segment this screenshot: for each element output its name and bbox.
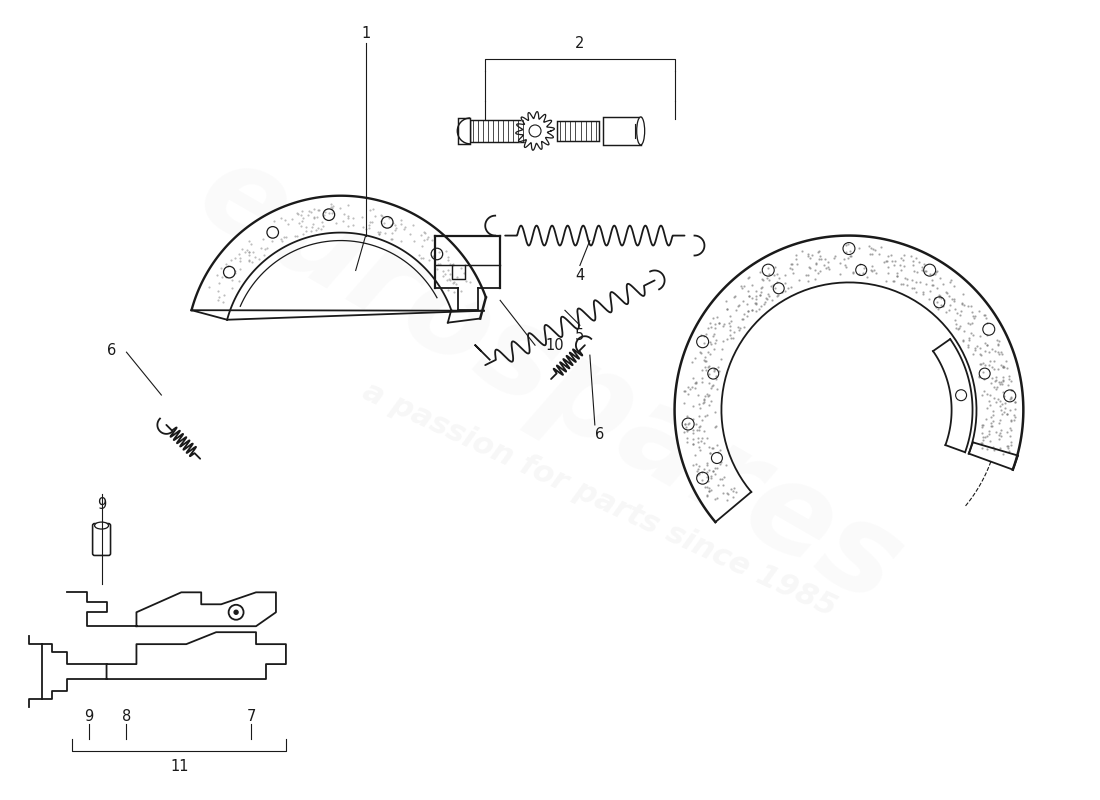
Text: 10: 10	[546, 338, 564, 353]
Polygon shape	[136, 592, 276, 626]
Bar	[635, 124, 640, 138]
Polygon shape	[516, 112, 554, 150]
Bar	[471, 120, 525, 142]
Text: 6: 6	[595, 427, 605, 442]
Circle shape	[234, 610, 238, 614]
Text: 1: 1	[361, 26, 371, 41]
Text: 8: 8	[122, 709, 131, 724]
Polygon shape	[191, 196, 486, 320]
Bar	[603, 117, 640, 145]
Polygon shape	[674, 235, 1023, 522]
Text: 11: 11	[170, 759, 188, 774]
Text: 6: 6	[107, 342, 117, 358]
Text: 5: 5	[575, 328, 584, 342]
Text: 9: 9	[97, 497, 107, 512]
FancyBboxPatch shape	[92, 523, 110, 555]
Ellipse shape	[95, 522, 109, 529]
Bar	[459, 118, 471, 144]
Bar	[557, 121, 598, 141]
Text: 9: 9	[84, 709, 94, 724]
Text: 2: 2	[575, 36, 584, 50]
Text: a passion for parts since 1985: a passion for parts since 1985	[359, 377, 842, 622]
Ellipse shape	[637, 117, 645, 145]
Text: 7: 7	[246, 709, 255, 724]
Text: 4: 4	[575, 268, 584, 283]
Polygon shape	[107, 632, 286, 679]
Text: eurospares: eurospares	[177, 130, 923, 630]
Polygon shape	[933, 339, 972, 452]
